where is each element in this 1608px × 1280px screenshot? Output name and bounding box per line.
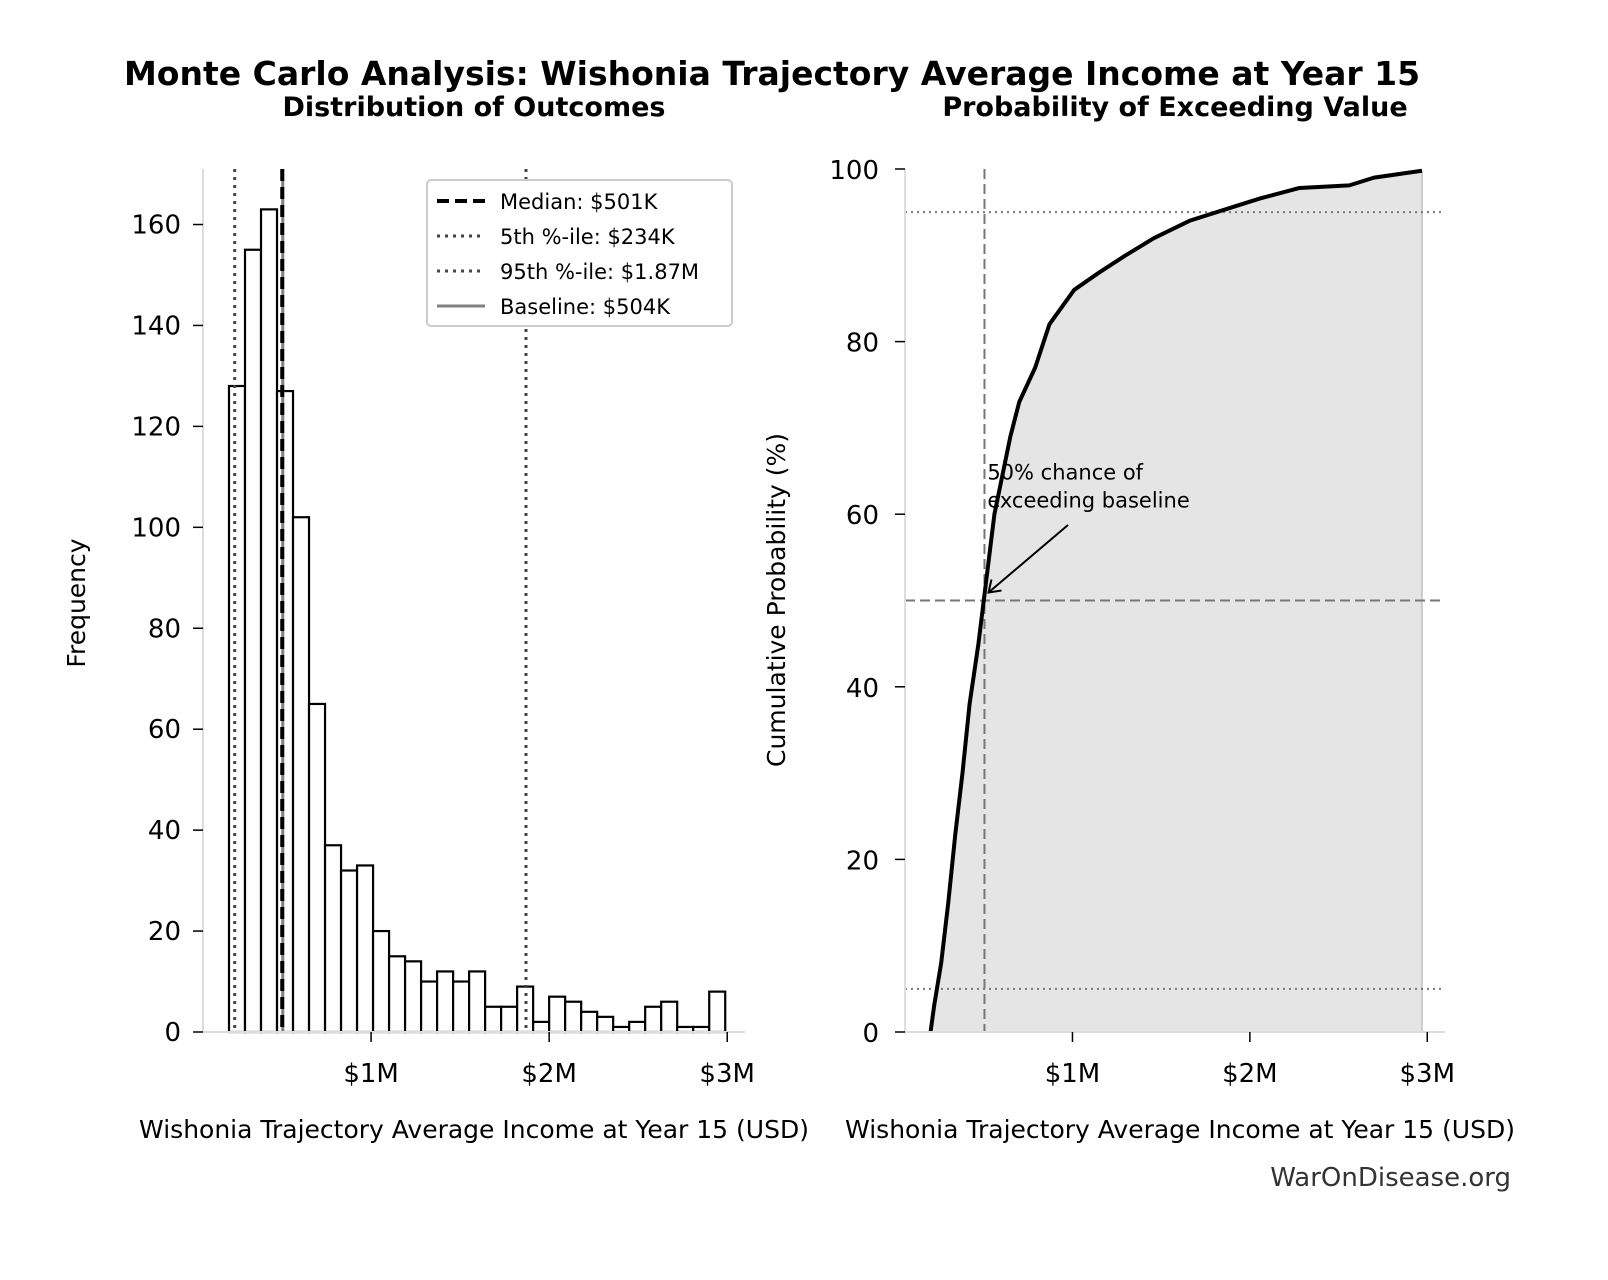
x-tick-label: $3M: [1399, 1059, 1455, 1089]
histogram-bar: [644, 1005, 663, 1034]
y-tick-label: 80: [846, 329, 879, 359]
histogram-bar: [259, 208, 279, 1034]
y-tick-label: 80: [148, 614, 181, 644]
x-tick-label: $1M: [1045, 1059, 1101, 1089]
x-tick-label: $2M: [521, 1059, 577, 1089]
histogram-bar: [419, 980, 439, 1034]
histogram-bar: [628, 1020, 647, 1034]
left-x-axis-label: Wishonia Trajectory Average Income at Ye…: [139, 1115, 809, 1144]
y-tick-label: 160: [131, 211, 181, 241]
histogram-bar: [387, 955, 407, 1034]
y-tick-label: 100: [829, 156, 879, 186]
histogram-bar: [291, 516, 311, 1034]
histogram-bar: [660, 1000, 679, 1034]
histogram-bar: [227, 384, 247, 1034]
histogram-bar: [532, 1020, 551, 1034]
annotation-text: exceeding baseline: [987, 489, 1189, 513]
left-y-axis-label: Frequency: [62, 538, 91, 667]
watermark: WarOnDisease.org: [1270, 1163, 1511, 1193]
arrow-head-icon: [987, 579, 1002, 594]
histogram-bar: [275, 389, 295, 1034]
y-tick-label: 40: [846, 674, 879, 704]
y-tick-label: 100: [131, 513, 181, 543]
histogram-bar: [371, 929, 391, 1034]
histogram-bar: [243, 248, 263, 1034]
right-y-axis-label: Cumulative Probability (%): [762, 433, 791, 767]
legend-label: Median: $501K: [500, 190, 659, 214]
y-tick-label: 20: [148, 917, 181, 947]
histogram-bar: [708, 990, 727, 1034]
y-tick-label: 140: [131, 311, 181, 341]
y-tick-label: 40: [148, 816, 181, 846]
legend-label: 5th %-ile: $234K: [500, 225, 676, 249]
y-tick-label: 60: [148, 715, 181, 745]
y-tick-label: 0: [164, 1018, 181, 1048]
annotation-text: 50% chance of: [987, 461, 1143, 485]
histogram-bar: [307, 702, 327, 1034]
y-tick-label: 120: [131, 412, 181, 442]
histogram-bar: [435, 970, 455, 1034]
y-tick-label: 20: [846, 846, 879, 876]
y-tick-label: 0: [862, 1019, 879, 1049]
histogram-bar: [596, 1015, 615, 1034]
left-chart-title: Distribution of Outcomes: [283, 92, 666, 123]
legend-label: 95th %-ile: $1.87M: [500, 260, 699, 284]
histogram-bar: [564, 1000, 583, 1034]
legend-frame: [426, 179, 733, 327]
right-x-axis-label: Wishonia Trajectory Average Income at Ye…: [845, 1115, 1515, 1144]
histogram-bar: [548, 995, 567, 1034]
histogram-bar: [580, 1010, 599, 1034]
legend: Median: $501K 5th %-ile: $234K 95th %-ile:…: [426, 179, 733, 327]
annotation-arrow: [987, 524, 1069, 594]
histogram-bar: [403, 960, 423, 1034]
histogram-bar: [484, 1005, 503, 1034]
histogram-bar: [355, 864, 375, 1034]
histogram-bar: [500, 1005, 519, 1034]
y-tick-label: 60: [846, 501, 879, 531]
figure-title: Monte Carlo Analysis: Wishonia Trajector…: [124, 54, 1420, 93]
histogram-panel: 0 20 40 60 80 100 120 140 160 $1M $2M $3M Median: $5…: [131, 169, 755, 1089]
cdf-panel: 0 20 40 60 80 100 $1M $2M $3M 50% chance of exceed…: [829, 156, 1455, 1089]
x-tick-label: $2M: [1222, 1059, 1278, 1089]
histogram-bar: [468, 970, 487, 1034]
x-tick-label: $3M: [699, 1059, 755, 1089]
histogram-bar: [323, 844, 343, 1034]
right-chart-title: Probability of Exceeding Value: [942, 92, 1407, 123]
legend-label: Baseline: $504K: [500, 295, 671, 319]
cdf-line: [928, 168, 1423, 1033]
histogram-bar: [451, 980, 471, 1034]
histogram-bar: [339, 869, 359, 1034]
x-tick-label: $1M: [343, 1059, 399, 1089]
